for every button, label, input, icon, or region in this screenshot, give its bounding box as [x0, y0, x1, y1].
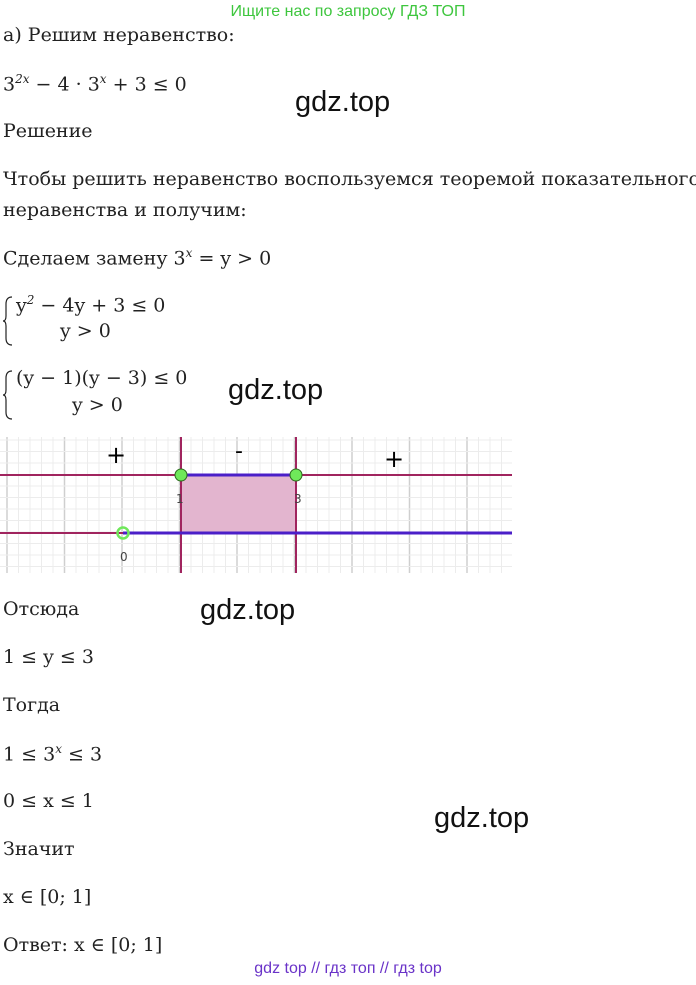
result-x: 0 ≤ x ≤ 1 — [3, 790, 94, 812]
membership: x ∈ [0; 1] — [3, 886, 92, 908]
system-brace — [2, 370, 13, 420]
system2-line1: (y − 1)(y − 3) ≤ 0 — [16, 367, 188, 389]
system1-line1: y2 − 4y + 3 ≤ 0 — [16, 293, 166, 317]
task-text: а) Решим неравенство: — [3, 24, 235, 46]
sign-minus: - — [235, 439, 243, 464]
point-0-open — [116, 526, 130, 540]
label-3: 3 — [294, 492, 302, 506]
watermark: gdz.top — [295, 86, 391, 118]
inequality: 32x − 4 · 3x + 3 ≤ 0 — [3, 72, 187, 96]
system1-line2: y > 0 — [60, 320, 111, 342]
label-1: 1 — [176, 492, 184, 506]
number-line-graph: + - + 0 1 3 — [0, 437, 512, 573]
result-exp: 1 ≤ 3x ≤ 3 — [3, 742, 103, 766]
watermark: gdz.top — [200, 594, 296, 626]
search-banner[interactable]: Ищите нас по запросу ГДЗ ТОП — [230, 3, 466, 20]
intro-line-1: Чтобы решить неравенство воспользуемся т… — [3, 168, 696, 190]
system2-line2: y > 0 — [72, 394, 123, 416]
hence-label: Отсюда — [3, 598, 80, 620]
point-3 — [289, 468, 303, 482]
watermark: gdz.top — [434, 802, 530, 834]
answer: Ответ: x ∈ [0; 1] — [3, 934, 163, 956]
solution-label: Решение — [3, 120, 93, 142]
means-label: Значит — [3, 838, 75, 860]
substitution: Сделаем замену 3x = y > 0 — [3, 246, 272, 270]
watermark: gdz.top — [228, 374, 324, 406]
then-label: Тогда — [3, 694, 61, 716]
label-0: 0 — [120, 550, 128, 564]
footer-links[interactable]: gdz top // гдз топ // гдз top — [254, 960, 442, 977]
result-y: 1 ≤ y ≤ 3 — [3, 646, 94, 668]
point-1 — [174, 468, 188, 482]
system-brace — [2, 296, 13, 346]
solution-region — [181, 475, 296, 533]
intro-line-2: неравенства и получим: — [3, 199, 247, 221]
sign-plus: + — [106, 441, 126, 469]
sign-plus: + — [384, 445, 404, 473]
